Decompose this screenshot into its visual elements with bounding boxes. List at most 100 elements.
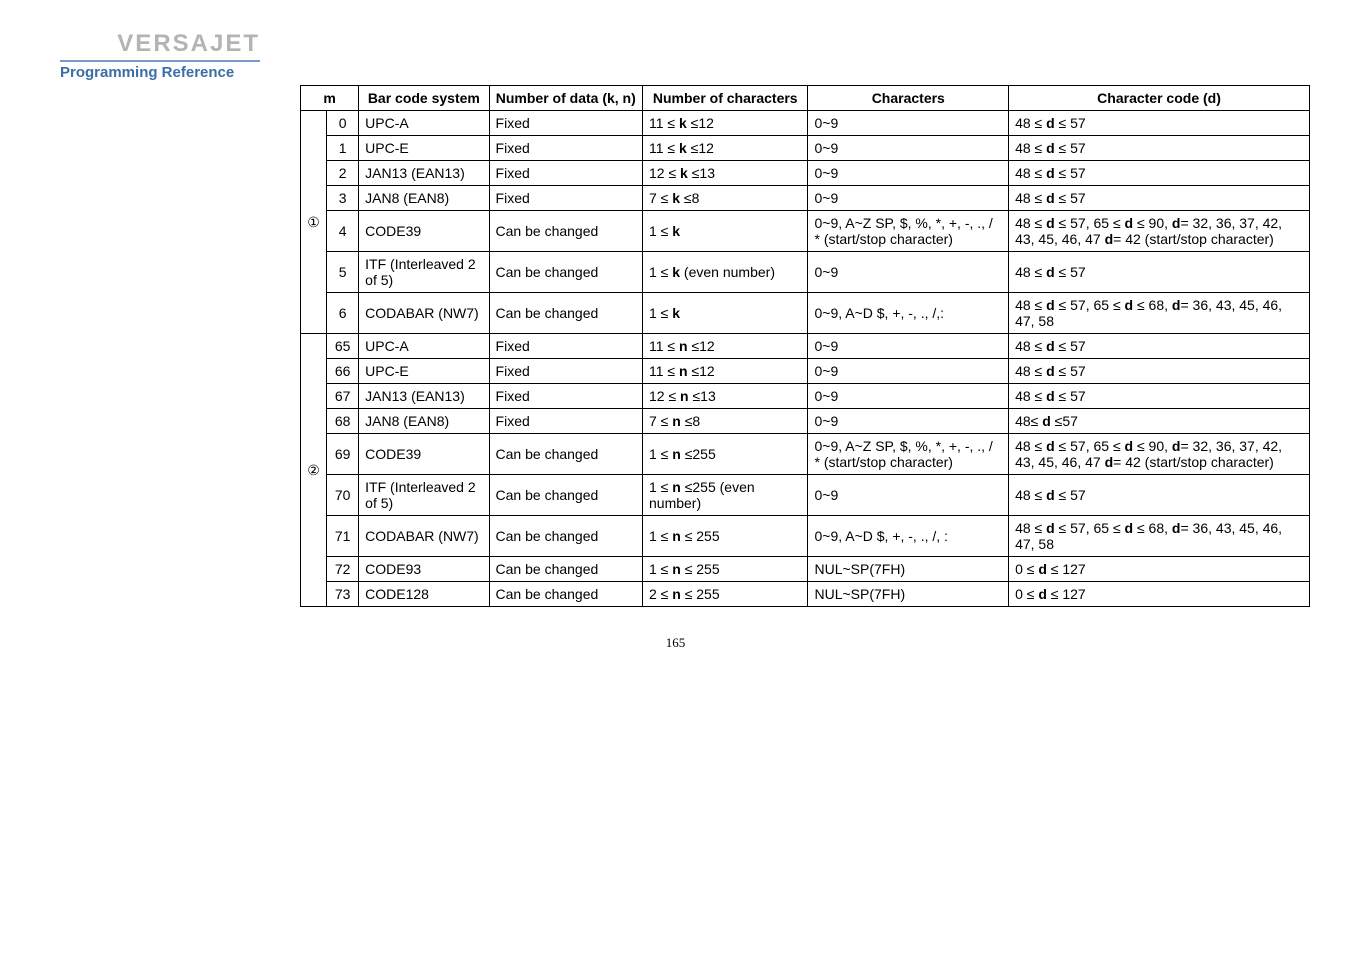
table-header-row: m Bar code system Number of data (k, n) …	[301, 86, 1310, 111]
cell-code: 48 ≤ d ≤ 57, 65 ≤ d ≤ 90, d= 32, 36, 37,…	[1009, 434, 1310, 475]
table-row: 72 CODE93 Can be changed 1 ≤ n ≤ 255 NUL…	[301, 557, 1310, 582]
cell-data: Fixed	[489, 161, 642, 186]
cell-m2: 65	[327, 334, 359, 359]
barcode-table: m Bar code system Number of data (k, n) …	[300, 85, 1310, 607]
cell-system: UPC-E	[359, 359, 489, 384]
cell-numchar: 7 ≤ k ≤8	[643, 186, 808, 211]
cell-code: 48 ≤ d ≤ 57, 65 ≤ d ≤ 68, d= 36, 43, 45,…	[1009, 516, 1310, 557]
cell-system: ITF (Interleaved 2 of 5)	[359, 475, 489, 516]
cell-numchar: 2 ≤ n ≤ 255	[643, 582, 808, 607]
cell-data: Can be changed	[489, 211, 642, 252]
table-row: 3 JAN8 (EAN8) Fixed 7 ≤ k ≤8 0~9 48 ≤ d …	[301, 186, 1310, 211]
cell-numchar: 11 ≤ k ≤12	[643, 136, 808, 161]
cell-system: UPC-A	[359, 111, 489, 136]
cell-numchar: 1 ≤ n ≤255	[643, 434, 808, 475]
cell-code: 48≤ d ≤57	[1009, 409, 1310, 434]
table-row: 1 UPC-E Fixed 11 ≤ k ≤12 0~9 48 ≤ d ≤ 57	[301, 136, 1310, 161]
cell-m2: 0	[327, 111, 359, 136]
table-row: ① 0 UPC-A Fixed 11 ≤ k ≤12 0~9 48 ≤ d ≤ …	[301, 111, 1310, 136]
cell-chars: 0~9, A~Z SP, $, %, *, +, -, ., / * (star…	[808, 211, 1009, 252]
cell-numchar: 7 ≤ n ≤8	[643, 409, 808, 434]
cell-system: UPC-A	[359, 334, 489, 359]
cell-m2: 68	[327, 409, 359, 434]
programming-reference-label: Programming Reference	[60, 64, 260, 81]
cell-m2: 5	[327, 252, 359, 293]
cell-chars: 0~9	[808, 186, 1009, 211]
cell-code: 48 ≤ d ≤ 57	[1009, 161, 1310, 186]
table-row: 66 UPC-E Fixed 11 ≤ n ≤12 0~9 48 ≤ d ≤ 5…	[301, 359, 1310, 384]
cell-chars: 0~9	[808, 475, 1009, 516]
table-row: 71 CODABAR (NW7) Can be changed 1 ≤ n ≤ …	[301, 516, 1310, 557]
cell-chars: 0~9	[808, 111, 1009, 136]
cell-code: 48 ≤ d ≤ 57	[1009, 359, 1310, 384]
col-header-numchar: Number of characters	[643, 86, 808, 111]
cell-data: Can be changed	[489, 293, 642, 334]
cell-code: 48 ≤ d ≤ 57, 65 ≤ d ≤ 68, d= 36, 43, 45,…	[1009, 293, 1310, 334]
cell-system: JAN13 (EAN13)	[359, 161, 489, 186]
cell-m2: 69	[327, 434, 359, 475]
cell-m2: 73	[327, 582, 359, 607]
cell-system: JAN13 (EAN13)	[359, 384, 489, 409]
cell-system: CODE39	[359, 434, 489, 475]
cell-code: 0 ≤ d ≤ 127	[1009, 557, 1310, 582]
cell-chars: 0~9	[808, 359, 1009, 384]
cell-chars: NUL~SP(7FH)	[808, 582, 1009, 607]
cell-data: Fixed	[489, 384, 642, 409]
col-header-charcode: Character code (d)	[1009, 86, 1310, 111]
cell-m2: 6	[327, 293, 359, 334]
table-row: 68 JAN8 (EAN8) Fixed 7 ≤ n ≤8 0~9 48≤ d …	[301, 409, 1310, 434]
barcode-table-wrap: m Bar code system Number of data (k, n) …	[300, 85, 1310, 607]
cell-numchar: 1 ≤ k (even number)	[643, 252, 808, 293]
cell-code: 48 ≤ d ≤ 57	[1009, 111, 1310, 136]
cell-chars: 0~9, A~Z SP, $, %, *, +, -, ., / * (star…	[808, 434, 1009, 475]
cell-data: Fixed	[489, 409, 642, 434]
cell-m2: 71	[327, 516, 359, 557]
brand-title: VERSAJET	[60, 30, 260, 62]
cell-chars: 0~9	[808, 252, 1009, 293]
cell-system: CODABAR (NW7)	[359, 516, 489, 557]
cell-numchar: 12 ≤ n ≤13	[643, 384, 808, 409]
header-block: VERSAJET Programming Reference	[60, 30, 260, 81]
cell-chars: 0~9	[808, 384, 1009, 409]
cell-numchar: 11 ≤ n ≤12	[643, 359, 808, 384]
cell-chars: 0~9, A~D $, +, -, ., /,:	[808, 293, 1009, 334]
cell-data: Fixed	[489, 186, 642, 211]
table-row: 70 ITF (Interleaved 2 of 5) Can be chang…	[301, 475, 1310, 516]
cell-numchar: 11 ≤ k ≤12	[643, 111, 808, 136]
cell-chars: 0~9	[808, 409, 1009, 434]
cell-m2: 1	[327, 136, 359, 161]
table-row: 6 CODABAR (NW7) Can be changed 1 ≤ k 0~9…	[301, 293, 1310, 334]
page-container: VERSAJET Programming Reference m Bar cod…	[0, 0, 1351, 651]
cell-code: 48 ≤ d ≤ 57	[1009, 186, 1310, 211]
cell-data: Can be changed	[489, 475, 642, 516]
table-row: 2 JAN13 (EAN13) Fixed 12 ≤ k ≤13 0~9 48 …	[301, 161, 1310, 186]
cell-m2: 3	[327, 186, 359, 211]
cell-chars: NUL~SP(7FH)	[808, 557, 1009, 582]
cell-data: Can be changed	[489, 252, 642, 293]
col-header-characters: Characters	[808, 86, 1009, 111]
cell-chars: 0~9	[808, 161, 1009, 186]
cell-numchar: 12 ≤ k ≤13	[643, 161, 808, 186]
cell-system: UPC-E	[359, 136, 489, 161]
table-row: 69 CODE39 Can be changed 1 ≤ n ≤255 0~9,…	[301, 434, 1310, 475]
cell-m2: 66	[327, 359, 359, 384]
col-header-data: Number of data (k, n)	[489, 86, 642, 111]
cell-code: 48 ≤ d ≤ 57	[1009, 384, 1310, 409]
table-header: m Bar code system Number of data (k, n) …	[301, 86, 1310, 111]
table-body: ① 0 UPC-A Fixed 11 ≤ k ≤12 0~9 48 ≤ d ≤ …	[301, 111, 1310, 607]
cell-system: JAN8 (EAN8)	[359, 186, 489, 211]
cell-system: JAN8 (EAN8)	[359, 409, 489, 434]
cell-m2: 67	[327, 384, 359, 409]
cell-data: Fixed	[489, 359, 642, 384]
cell-m2: 72	[327, 557, 359, 582]
cell-m2: 70	[327, 475, 359, 516]
cell-system: CODE93	[359, 557, 489, 582]
cell-m2: 4	[327, 211, 359, 252]
col-header-m: m	[301, 86, 359, 111]
cell-data: Can be changed	[489, 434, 642, 475]
cell-code: 48 ≤ d ≤ 57	[1009, 475, 1310, 516]
cell-numchar: 1 ≤ k	[643, 293, 808, 334]
table-row: ② 65 UPC-A Fixed 11 ≤ n ≤12 0~9 48 ≤ d ≤…	[301, 334, 1310, 359]
table-row: 67 JAN13 (EAN13) Fixed 12 ≤ n ≤13 0~9 48…	[301, 384, 1310, 409]
col-header-system: Bar code system	[359, 86, 489, 111]
